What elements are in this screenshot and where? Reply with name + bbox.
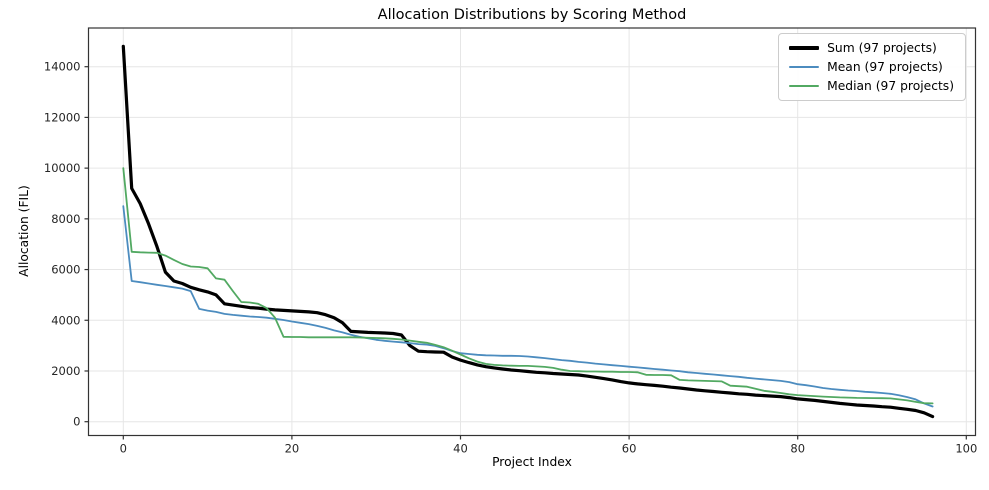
series-line-mean: [122, 205, 934, 408]
x-tick-label: 60: [622, 442, 637, 456]
legend-label-sum: Sum (97 projects): [827, 41, 937, 55]
x-axis-label: Project Index: [492, 455, 572, 469]
y-tick-label: 0: [73, 415, 80, 429]
legend-item-mean: Mean (97 projects): [789, 60, 954, 74]
x-tick-label: 20: [285, 442, 300, 456]
series-line-sum: [121, 44, 935, 419]
y-tick-label: 12000: [44, 110, 81, 124]
y-tick-label: 6000: [51, 263, 80, 277]
legend-item-median: Median (97 projects): [789, 79, 954, 93]
x-tick-label: 0: [120, 442, 127, 456]
legend-label-median: Median (97 projects): [827, 79, 954, 93]
x-tick-label: 100: [955, 442, 977, 456]
legend-label-mean: Mean (97 projects): [827, 60, 943, 74]
x-tick-label: 40: [453, 442, 468, 456]
y-tick-label: 8000: [51, 212, 80, 226]
y-tick-label: 2000: [51, 364, 80, 378]
y-tick-label: 4000: [51, 313, 80, 327]
legend-swatch-sum: [789, 46, 820, 50]
y-axis-label: Allocation (FIL): [17, 185, 31, 277]
x-tick-label: 80: [790, 442, 805, 456]
legend-swatch-median: [789, 85, 820, 87]
y-tick-label: 10000: [44, 161, 81, 175]
series-line-median: [122, 167, 934, 405]
y-tick-label: 14000: [44, 60, 81, 74]
legend-swatch-mean: [789, 66, 820, 68]
plot-border: [87, 27, 977, 437]
legend-item-sum: Sum (97 projects): [789, 41, 954, 55]
chart-title: Allocation Distributions by Scoring Meth…: [377, 7, 687, 23]
legend: Sum (97 projects) Mean (97 projects) Med…: [778, 33, 966, 101]
